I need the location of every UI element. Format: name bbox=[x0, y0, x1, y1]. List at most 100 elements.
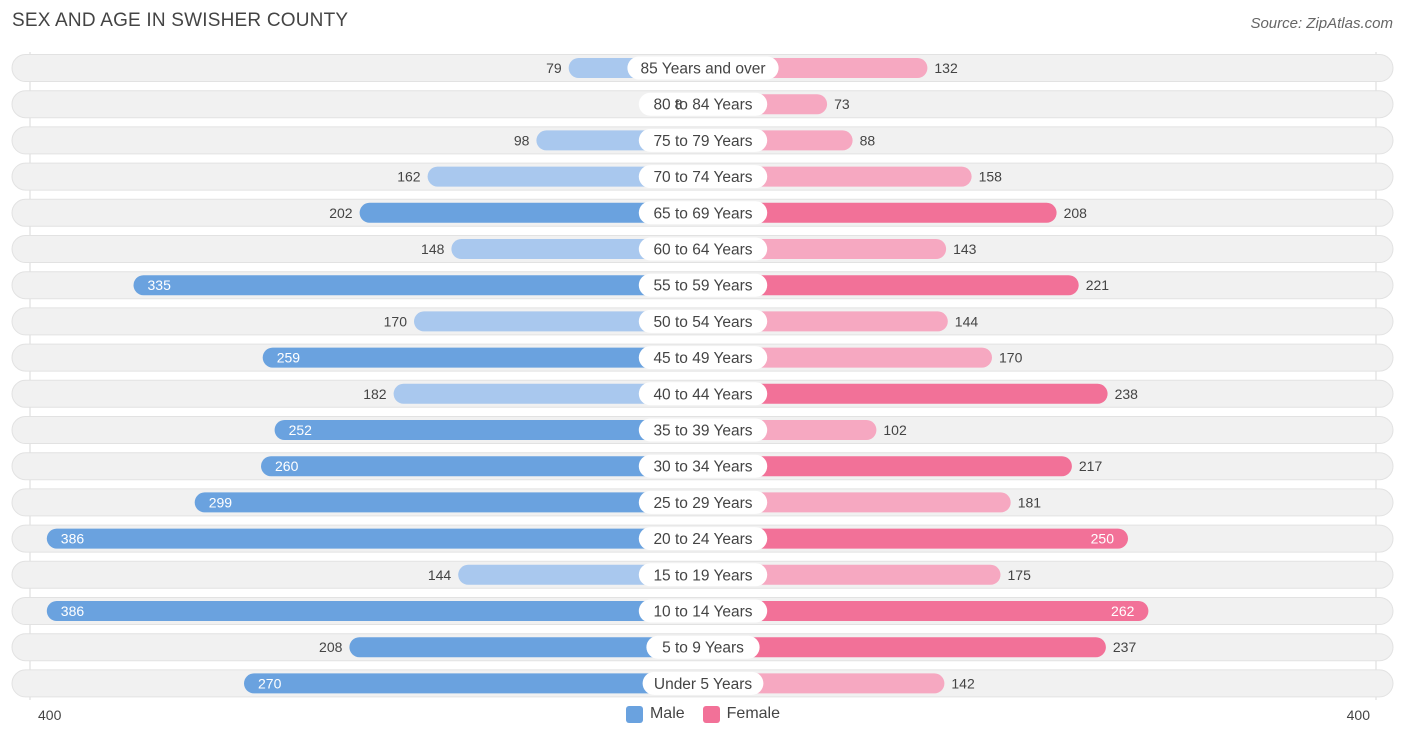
female-bar bbox=[703, 383, 1108, 404]
male-bar bbox=[393, 383, 703, 404]
category-label-background bbox=[638, 418, 768, 442]
category-label-background bbox=[638, 237, 768, 261]
female-value-label: 132 bbox=[934, 60, 958, 76]
category-label-background bbox=[638, 599, 768, 623]
female-value-label: 262 bbox=[1111, 603, 1135, 619]
male-value-label: 259 bbox=[277, 350, 301, 366]
legend-item-female: Female bbox=[702, 705, 781, 723]
female-bar bbox=[703, 166, 972, 187]
male-value-label: 208 bbox=[319, 639, 343, 655]
female-value-label: 237 bbox=[1113, 639, 1137, 655]
male-value-label: 8 bbox=[675, 96, 683, 112]
female-value-label: 175 bbox=[1008, 567, 1032, 583]
category-label-background bbox=[642, 671, 764, 695]
male-bar bbox=[349, 637, 703, 658]
male-value-label: 162 bbox=[397, 169, 421, 185]
axis-left-label: 400 bbox=[38, 707, 62, 723]
male-value-label: 260 bbox=[275, 458, 299, 474]
male-bar bbox=[427, 166, 703, 187]
category-label-background bbox=[638, 490, 768, 514]
male-bar bbox=[262, 347, 703, 368]
female-bar bbox=[703, 456, 1072, 477]
male-bar bbox=[46, 601, 704, 621]
chart-title: SEX AND AGE IN SWISHER COUNTY bbox=[12, 10, 349, 31]
source-label: Source: ZipAtlas.com bbox=[1250, 15, 1393, 32]
female-value-label: 238 bbox=[1115, 386, 1139, 402]
female-value-label: 88 bbox=[860, 132, 876, 148]
category-label-background bbox=[638, 454, 768, 478]
category-label-background bbox=[627, 56, 779, 80]
category-label: 85 Years and over bbox=[641, 61, 766, 78]
category-label: 40 to 44 Years bbox=[653, 386, 752, 403]
category-label: 20 to 24 Years bbox=[653, 531, 752, 548]
female-value-label: 73 bbox=[834, 96, 850, 112]
male-value-label: 252 bbox=[289, 422, 313, 438]
male-bar bbox=[46, 528, 704, 549]
category-label-background bbox=[638, 128, 768, 152]
male-bar bbox=[261, 456, 703, 477]
female-value-label: 221 bbox=[1086, 277, 1110, 293]
category-label: 70 to 74 Years bbox=[653, 169, 752, 186]
male-bar bbox=[194, 492, 703, 513]
category-label-background bbox=[646, 635, 760, 659]
category-label-background bbox=[638, 273, 768, 297]
female-bar bbox=[703, 202, 1057, 223]
male-value-label: 170 bbox=[384, 313, 408, 329]
category-label: 55 to 59 Years bbox=[653, 278, 752, 295]
female-value-label: 250 bbox=[1091, 531, 1115, 547]
male-value-label: 182 bbox=[363, 386, 387, 402]
male-value-label: 335 bbox=[148, 277, 172, 293]
category-label: 30 to 34 Years bbox=[653, 459, 752, 476]
female-value-label: 208 bbox=[1064, 205, 1088, 221]
female-value-label: 102 bbox=[883, 422, 907, 438]
female-swatch-icon bbox=[702, 705, 720, 723]
male-value-label: 270 bbox=[258, 675, 282, 691]
category-label: 60 to 64 Years bbox=[653, 242, 752, 259]
male-value-label: 79 bbox=[546, 60, 562, 76]
category-label-background bbox=[638, 201, 768, 225]
male-value-label: 148 bbox=[421, 241, 445, 257]
category-label: 80 to 84 Years bbox=[653, 97, 752, 114]
category-label: 10 to 14 Years bbox=[653, 604, 752, 621]
female-value-label: 217 bbox=[1079, 458, 1103, 474]
category-label: 15 to 19 Years bbox=[653, 567, 752, 584]
female-bar bbox=[703, 275, 1079, 296]
male-value-label: 98 bbox=[514, 132, 530, 148]
category-label: 25 to 29 Years bbox=[653, 495, 752, 512]
female-bar bbox=[703, 492, 1011, 513]
category-label-background bbox=[638, 382, 768, 406]
category-label: 65 to 69 Years bbox=[653, 205, 752, 222]
male-value-label: 299 bbox=[209, 494, 233, 510]
male-value-label: 144 bbox=[428, 567, 452, 583]
female-bar bbox=[703, 528, 1128, 549]
female-bar bbox=[703, 564, 1001, 585]
female-value-label: 142 bbox=[951, 675, 975, 691]
category-label: Under 5 Years bbox=[654, 676, 752, 693]
female-value-label: 143 bbox=[953, 241, 977, 257]
category-label-background bbox=[638, 165, 768, 189]
category-label: 50 to 54 Years bbox=[653, 314, 752, 331]
category-label: 45 to 49 Years bbox=[653, 350, 752, 367]
male-value-label: 386 bbox=[61, 603, 85, 619]
male-swatch-icon bbox=[625, 705, 643, 723]
legend-item-male: Male bbox=[625, 705, 685, 723]
female-value-label: 181 bbox=[1018, 494, 1042, 510]
male-bar bbox=[133, 275, 703, 296]
legend-label-male: Male bbox=[649, 705, 685, 722]
axis-right-label: 400 bbox=[1346, 707, 1370, 723]
category-label-background bbox=[638, 92, 768, 116]
female-bar bbox=[703, 637, 1106, 658]
category-label-background bbox=[638, 309, 768, 333]
female-bar bbox=[703, 601, 1149, 621]
legend-label-female: Female bbox=[726, 705, 781, 722]
male-bar bbox=[414, 311, 703, 332]
legend: Male Female bbox=[0, 705, 1406, 723]
male-value-label: 386 bbox=[61, 531, 85, 547]
category-label-background bbox=[638, 527, 768, 551]
category-label-background bbox=[638, 346, 768, 370]
male-bar bbox=[359, 202, 703, 223]
category-label-background bbox=[638, 563, 768, 587]
category-label: 35 to 39 Years bbox=[653, 423, 752, 440]
female-value-label: 158 bbox=[979, 169, 1003, 185]
